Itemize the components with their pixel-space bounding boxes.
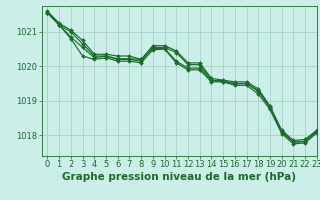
- X-axis label: Graphe pression niveau de la mer (hPa): Graphe pression niveau de la mer (hPa): [62, 172, 296, 182]
